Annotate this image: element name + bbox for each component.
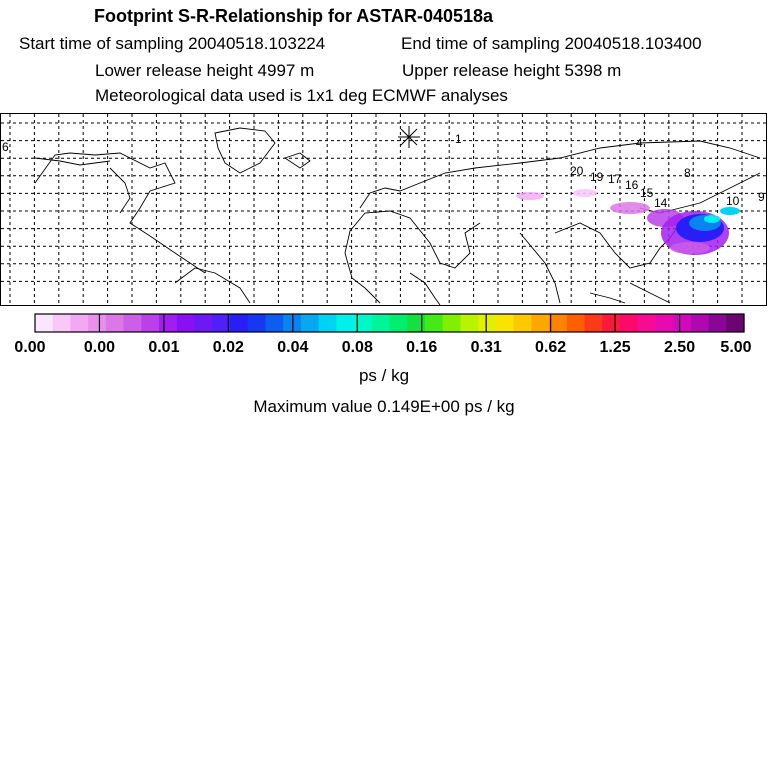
color-bins	[98, 314, 681, 332]
color-scale-tick-label: 0.00	[14, 339, 46, 356]
color-swatch	[549, 314, 568, 332]
color-swatch	[495, 314, 515, 332]
color-scale-bar	[34, 313, 745, 333]
upper-height-text: Upper release height 5398 m	[402, 61, 622, 80]
color-scale-tick-label: 0.62	[535, 339, 567, 356]
color-scale-frame	[34, 313, 745, 333]
trajectory-label: 8	[684, 166, 691, 180]
color-swatch	[141, 314, 160, 332]
color-swatch	[424, 314, 444, 332]
trajectory-label: 6	[2, 140, 9, 154]
color-swatch	[354, 314, 373, 332]
color-swatch	[389, 314, 408, 332]
color-swatch	[88, 314, 107, 332]
trajectory-label: 1	[455, 132, 462, 146]
lower-height-text: Lower release height 4997 m	[95, 61, 315, 80]
color-swatch	[52, 314, 72, 332]
color-swatch	[371, 314, 391, 332]
color-swatch	[194, 314, 213, 332]
trajectory-label: 20	[570, 164, 584, 178]
color-swatches	[35, 314, 745, 332]
color-swatch	[176, 314, 196, 332]
color-swatch	[513, 314, 532, 332]
color-swatch	[300, 314, 320, 332]
trajectory-label: 10	[726, 194, 740, 208]
units-label: ps / kg	[358, 366, 410, 385]
color-swatch	[318, 314, 337, 332]
color-swatch	[229, 314, 249, 332]
color-swatch	[690, 314, 710, 332]
plot-title: Footprint S-R-Relationship for ASTAR-040…	[94, 6, 494, 26]
color-swatch	[212, 314, 231, 332]
release-site-marker	[398, 126, 420, 148]
color-swatch	[637, 314, 656, 332]
color-swatch	[566, 314, 586, 332]
trajectory-label: 16	[625, 178, 639, 192]
trajectory-labels: 1 4 6 8 9 10 14 15 16 17 19 20	[2, 132, 765, 210]
met-data-text: Meteorological data used is 1x1 deg ECMW…	[95, 86, 508, 105]
color-swatch	[35, 314, 54, 332]
color-scale-tick-label: 1.25	[599, 339, 631, 356]
trajectory-label: 15	[640, 186, 654, 200]
color-swatch	[726, 314, 745, 332]
trajectory-label: 19	[590, 170, 604, 184]
color-scale-tick-label: 0.01	[148, 339, 180, 356]
color-swatch	[531, 314, 550, 332]
color-swatch	[265, 314, 284, 332]
trajectory-label: 4	[636, 136, 643, 150]
trajectory-label: 17	[608, 172, 622, 186]
coastlines	[34, 127, 761, 306]
color-swatch	[584, 314, 603, 332]
color-swatch	[123, 314, 142, 332]
color-swatch	[336, 314, 355, 332]
trajectory-label: 9	[758, 190, 765, 204]
color-scale-tick-label: 0.00	[83, 339, 116, 356]
concentration-plume	[516, 189, 740, 255]
color-swatch	[247, 314, 267, 332]
color-scale-tick-label: 0.31	[470, 339, 502, 356]
color-swatch	[708, 314, 727, 332]
color-scale-tick-label: 2.50	[663, 339, 696, 356]
color-swatch	[407, 314, 426, 332]
trajectory-label: 14	[654, 196, 668, 210]
color-scale-tick-label: 5.00	[720, 339, 752, 356]
color-scale-tick-label: 0.02	[212, 339, 244, 356]
color-swatch	[159, 314, 178, 332]
color-swatch	[655, 314, 674, 332]
footprint-map: 1 4 6 8 9 10 14 15 16 17 19 20	[0, 113, 767, 306]
color-swatch	[70, 314, 89, 332]
color-scale-tick-label: 0.16	[406, 339, 438, 356]
end-time-text: End time of sampling 20040518.103400	[401, 34, 702, 53]
color-swatch	[602, 314, 621, 332]
color-swatch	[619, 314, 639, 332]
color-swatch	[460, 314, 479, 332]
color-swatch	[478, 314, 497, 332]
color-swatch	[442, 314, 461, 332]
color-scale-tick-label: 0.04	[277, 339, 309, 356]
color-swatch	[673, 314, 692, 332]
start-time-text: Start time of sampling 20040518.103224	[19, 34, 326, 53]
color-scale-tick-label: 0.08	[341, 339, 373, 356]
max-value-text: Maximum value 0.149E+00 ps / kg	[253, 397, 515, 416]
color-swatch	[105, 314, 125, 332]
